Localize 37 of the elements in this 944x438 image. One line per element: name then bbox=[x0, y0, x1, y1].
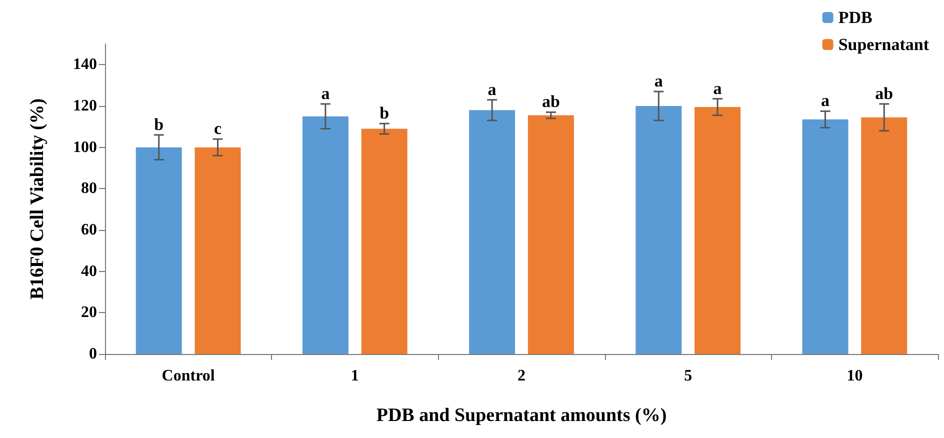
x-tick-label: 2 bbox=[518, 368, 526, 384]
bar bbox=[528, 115, 574, 354]
data-label: a bbox=[821, 91, 830, 110]
y-tick-label: 0 bbox=[89, 346, 97, 362]
bar bbox=[469, 110, 516, 354]
bar bbox=[361, 128, 408, 354]
x-tick-label: 5 bbox=[684, 368, 692, 384]
y-tick-label: 140 bbox=[73, 56, 97, 74]
x-tick-label: 1 bbox=[350, 368, 359, 384]
bar bbox=[694, 107, 741, 354]
bar bbox=[861, 117, 908, 354]
y-tick-label: 120 bbox=[73, 98, 97, 114]
data-label: ab bbox=[875, 84, 894, 103]
bar bbox=[636, 106, 682, 354]
x-tick-label: 10 bbox=[846, 368, 863, 384]
legend-label: Supernatant bbox=[838, 35, 930, 54]
data-label: a bbox=[713, 78, 722, 98]
bar bbox=[136, 147, 182, 354]
bar bbox=[302, 116, 348, 354]
x-tick-label: Control bbox=[162, 368, 216, 384]
data-label: b bbox=[380, 104, 390, 123]
y-tick-label: 80 bbox=[81, 180, 97, 198]
data-label: a bbox=[654, 72, 664, 91]
y-tick-label: 40 bbox=[81, 262, 97, 280]
legend-label: PDB bbox=[838, 8, 872, 27]
bar bbox=[194, 147, 241, 354]
data-label: a bbox=[488, 80, 497, 99]
y-tick-label: 20 bbox=[81, 304, 97, 322]
data-label: b bbox=[154, 114, 164, 134]
y-tick-label: 100 bbox=[73, 138, 97, 156]
y-tick-label: 60 bbox=[81, 222, 97, 238]
y-axis-title: B16F0 Cell Viability (%) bbox=[27, 98, 48, 300]
x-axis-title: PDB and Supernatant amounts (%) bbox=[376, 405, 667, 426]
bar bbox=[802, 119, 848, 354]
data-label: a bbox=[321, 84, 330, 103]
data-label: c bbox=[214, 119, 222, 138]
data-label: ab bbox=[542, 92, 560, 112]
